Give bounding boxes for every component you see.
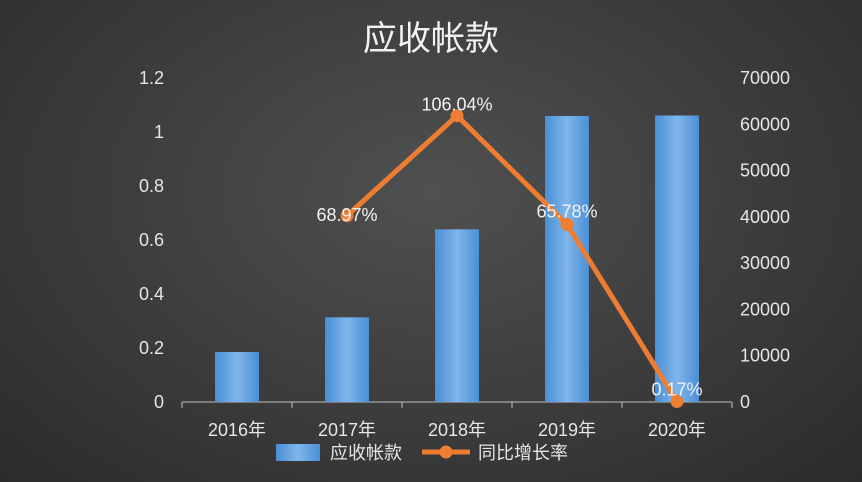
bar: [545, 115, 589, 402]
bar: [435, 229, 479, 402]
x-tick-label: 2019年: [538, 420, 596, 440]
x-tick-label: 2020年: [648, 420, 706, 440]
bars: [215, 115, 699, 403]
y-left-tick-label: 0: [154, 392, 164, 412]
growth-point: [670, 395, 684, 409]
y-left-tick-label: 0.2: [139, 338, 164, 358]
data-labels: 68.97% 106.04% 65.78% 0.17%: [316, 95, 702, 400]
legend-swatch-bar: [276, 444, 320, 461]
y-right-tick-label: 70000: [740, 68, 790, 88]
y-right-tick-label: 30000: [740, 253, 790, 273]
x-tick-label: 2016年: [208, 420, 266, 440]
y-right-tick-label: 40000: [740, 207, 790, 227]
growth-line: [340, 109, 684, 409]
y-left-tick-label: 0.4: [139, 284, 164, 304]
legend-label-line: 同比增长率: [478, 443, 568, 464]
x-tick-label: 2018年: [428, 420, 486, 440]
growth-point: [340, 209, 354, 223]
y-left-tick-label: 0.6: [139, 230, 164, 250]
bar: [215, 352, 259, 402]
y-right-tick-label: 50000: [740, 161, 790, 181]
legend-swatch-marker: [439, 445, 453, 459]
axes: 2016年 2017年 2018年 2019年 2020年 0 0.2 0.4 0.6 0.8 1 1…: [139, 68, 790, 440]
growth-data-label: 0.17%: [651, 380, 702, 400]
chart-title: 应收帐款: [363, 19, 499, 59]
growth-data-label: 68.97%: [316, 205, 377, 225]
growth-point: [450, 109, 464, 123]
growth-data-label: 106.04%: [421, 95, 492, 115]
y-right-tick-label: 0: [740, 392, 750, 412]
x-tick-label: 2017年: [318, 420, 376, 440]
y-left-tick-label: 1.2: [139, 68, 164, 88]
bar: [325, 317, 369, 402]
legend: 应收帐款 同比增长率: [276, 443, 568, 464]
y-left-tick-label: 1: [154, 122, 164, 142]
growth-point: [560, 217, 574, 231]
y-left-tick-label: 0.8: [139, 176, 164, 196]
bar: [655, 115, 699, 403]
y-right-tick-label: 10000: [740, 346, 790, 366]
y-right-tick-label: 20000: [740, 299, 790, 319]
growth-line-path: [345, 113, 680, 403]
legend-label-bar: 应收帐款: [330, 443, 402, 464]
growth-data-label: 65.78%: [536, 201, 597, 221]
y-right-tick-label: 60000: [740, 114, 790, 134]
